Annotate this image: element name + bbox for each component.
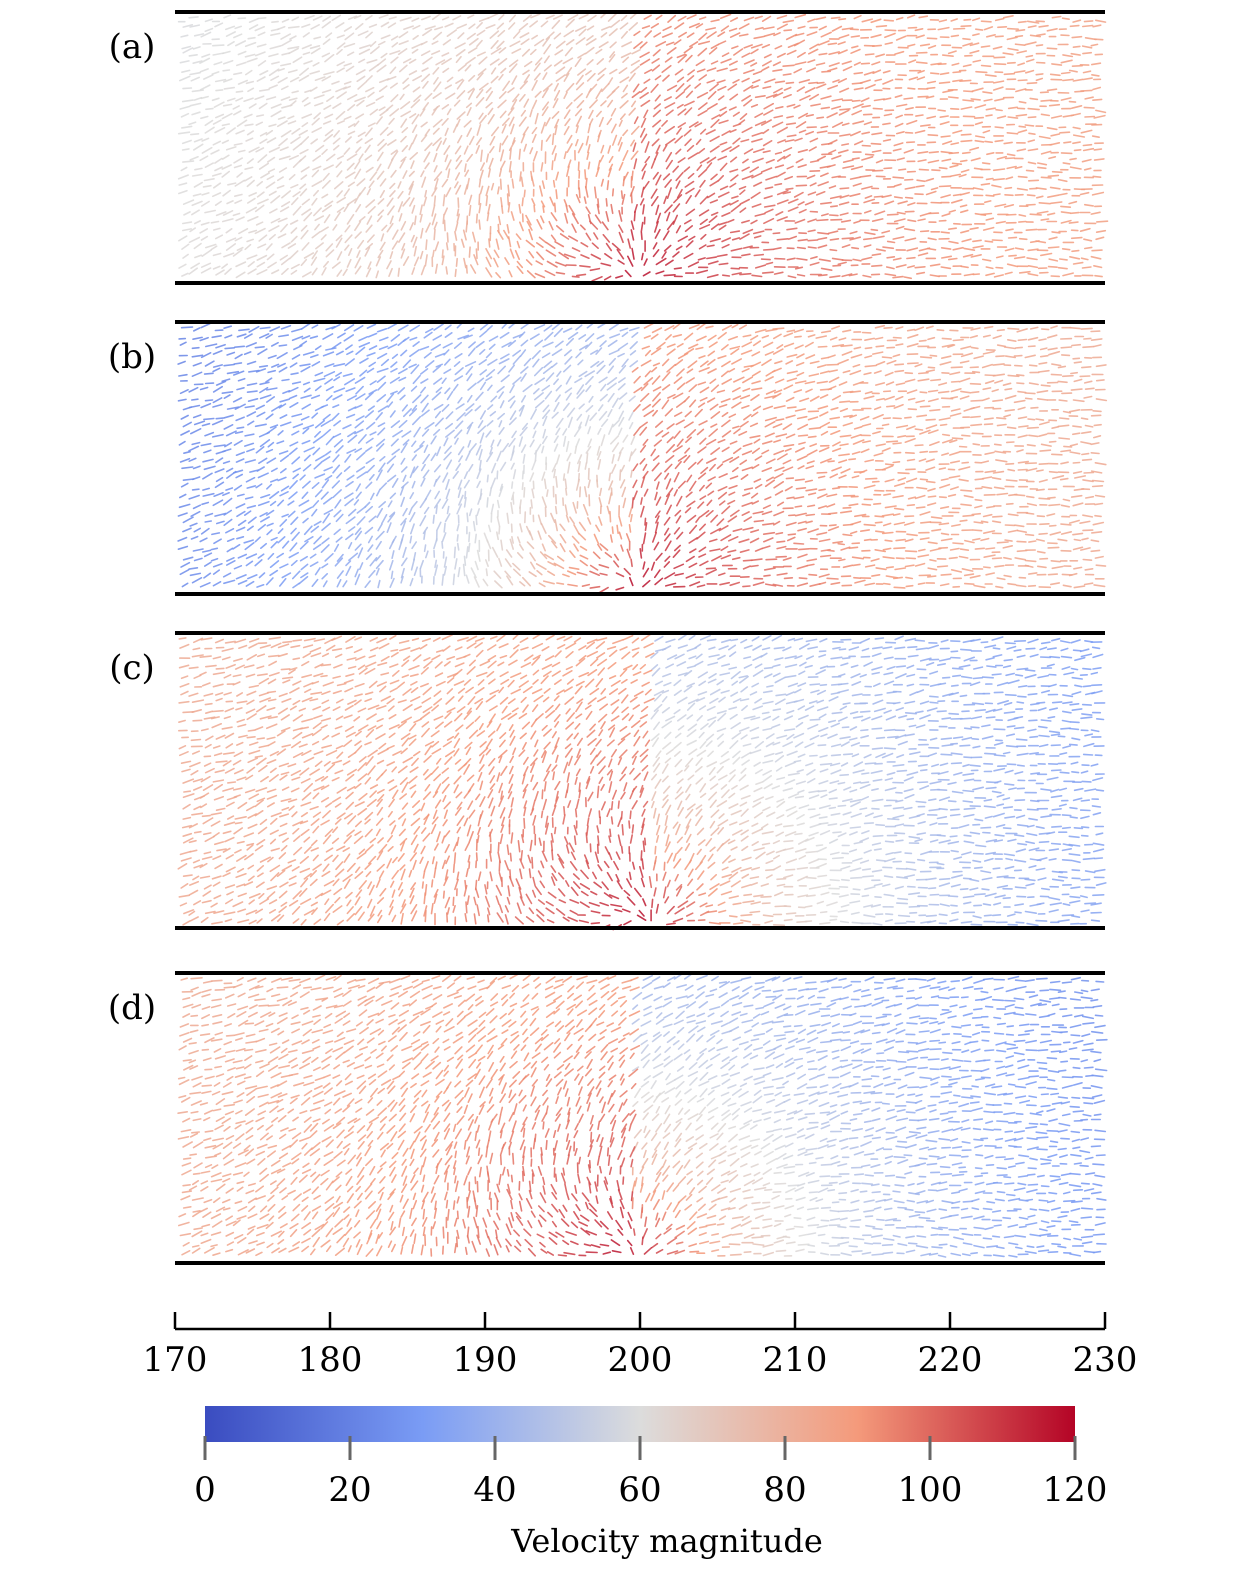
colorbar-tick-label: 120	[1043, 1470, 1108, 1510]
velocity-field	[177, 632, 1107, 931]
colorbar-label: Velocity magnitude	[510, 1522, 823, 1560]
colorbar-tick-label: 20	[328, 1470, 371, 1510]
panel-label: (c)	[109, 648, 155, 688]
x-tick-label: 180	[298, 1340, 363, 1380]
colorbar-tick-label: 100	[898, 1470, 963, 1510]
x-tick-label: 230	[1073, 1340, 1138, 1380]
velocity-field	[177, 321, 1108, 594]
panel-b: (b)	[108, 320, 1108, 596]
colorbar-tick-label: 40	[473, 1470, 516, 1510]
panel-label: (d)	[108, 988, 156, 1028]
x-tick-label: 190	[453, 1340, 518, 1380]
colorbar-tick-label: 60	[618, 1470, 661, 1510]
panel-label: (a)	[109, 27, 156, 67]
panel-d: (d)	[108, 971, 1108, 1265]
velocity-field	[177, 972, 1108, 1258]
panels: (a) (b) (c) (d)	[108, 10, 1109, 1265]
x-tick-label: 170	[143, 1340, 208, 1380]
panel-label: (b)	[108, 337, 156, 377]
colorbar-tick-label: 80	[763, 1470, 806, 1510]
panel-a: (a)	[109, 10, 1109, 285]
x-tick-label: 200	[608, 1340, 673, 1380]
x-tick-label: 210	[763, 1340, 828, 1380]
x-tick-label: 220	[918, 1340, 983, 1380]
colorbar-tick-label: 0	[194, 1470, 216, 1510]
colorbar: Velocity magnitude 0 20 40 60 80 100 120	[194, 1406, 1107, 1560]
panel-c: (c)	[109, 631, 1107, 931]
velocity-field	[177, 11, 1109, 282]
x-axis: 170 180 190 200 210 220 230	[143, 1312, 1138, 1380]
